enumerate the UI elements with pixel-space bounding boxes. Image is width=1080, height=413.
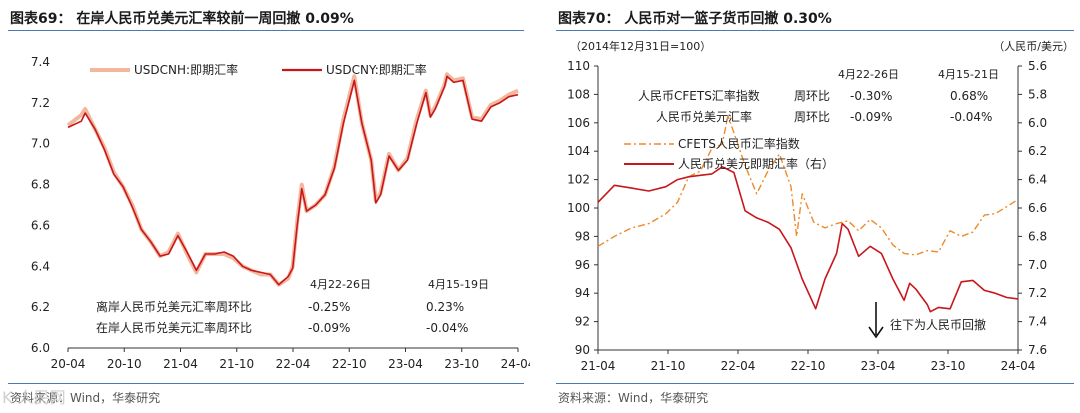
- x-tick-label: 21-10: [651, 359, 686, 373]
- y-tick-label: 6.6: [31, 218, 50, 232]
- y-left-tick-label: 100: [567, 201, 590, 215]
- table-cell-value: -0.04%: [426, 321, 468, 335]
- y-left-tick-label: 94: [575, 286, 590, 300]
- y-right-tick-label: 7.0: [1028, 258, 1047, 272]
- y-left-tick-label: 98: [575, 229, 590, 243]
- legend-label: 人民币兑美元即期汇率（右）: [678, 156, 834, 171]
- table-cell-value: -0.30%: [850, 89, 892, 103]
- table-col-header: 4月15-21日: [938, 68, 999, 81]
- x-tick-label: 21-04: [581, 359, 616, 373]
- source-note-right: 资料来源：Wind，华泰研究: [558, 391, 709, 405]
- left-axis-note: （2014年12月31日=100）: [570, 39, 711, 53]
- table-row-label: 人民币兑美元汇率: [656, 109, 752, 124]
- table-row-label: 在岸人民币兑美元汇率周环比: [96, 320, 252, 335]
- series-line-usdcnh: [66, 72, 519, 287]
- table-cell-value: -0.04%: [950, 110, 992, 124]
- table-col-header: 4月22-26日: [310, 278, 371, 291]
- series-line-usdcny: [67, 75, 519, 286]
- series-line-usdcny-right: [597, 166, 1019, 313]
- legend-label: USDCNH:即期汇率: [134, 62, 238, 77]
- annotation-text: 往下为人民币回撤: [890, 317, 986, 332]
- chart-title-left: 图表69： 在岸人民币兑美元汇率较前一周回撤 0.09%: [10, 11, 354, 27]
- y-right-tick-label: 6.4: [1028, 173, 1047, 187]
- table-cell-value: -0.25%: [308, 300, 350, 314]
- table-cell-value: -0.09%: [850, 110, 892, 124]
- y-left-tick-label: 96: [575, 258, 590, 272]
- table-row-sub: 周环比: [794, 110, 830, 124]
- y-tick-label: 6.4: [31, 259, 50, 273]
- x-tick-label: 22-04: [276, 357, 311, 371]
- table-cell-value: -0.09%: [308, 321, 350, 335]
- chart-panel-right: 图表70： 人民币对一篮子货币回撤 0.30% （2014年12月31日=100…: [548, 0, 1080, 413]
- y-left-tick-label: 110: [567, 59, 590, 73]
- x-tick-label: 23-10: [444, 357, 479, 371]
- series-line-cfets-index: [597, 114, 1019, 256]
- x-tick-label: 20-10: [107, 357, 142, 371]
- chart-title-right: 图表70： 人民币对一篮子货币回撤 0.30%: [558, 11, 832, 27]
- table-cell-value: 0.23%: [426, 300, 464, 314]
- title-divider-left: [8, 30, 524, 31]
- table-row-label: 人民币CFETS汇率指数: [638, 88, 760, 103]
- y-left-tick-label: 90: [575, 343, 590, 357]
- x-tick-label: 21-10: [219, 357, 254, 371]
- table-row-sub: 周环比: [794, 89, 830, 103]
- table-cell-value: 0.68%: [950, 89, 988, 103]
- y-right-tick-label: 7.4: [1028, 315, 1047, 329]
- y-left-tick-label: 106: [567, 116, 590, 130]
- source-divider-left: [8, 383, 524, 384]
- source-divider-right: [556, 383, 1074, 384]
- x-tick-label: 23-04: [388, 357, 423, 371]
- x-tick-label: 24-04: [501, 357, 530, 371]
- y-right-tick-label: 7.2: [1028, 286, 1047, 300]
- y-left-tick-label: 104: [567, 144, 590, 158]
- y-left-tick-label: 108: [567, 87, 590, 101]
- annotation-arrow-head: [868, 326, 884, 339]
- x-tick-label: 20-04: [51, 357, 86, 371]
- table-row-label: 离岸人民币兑美元汇率周环比: [96, 299, 252, 314]
- x-tick-label: 21-04: [163, 357, 198, 371]
- y-right-tick-label: 6.6: [1028, 201, 1047, 215]
- y-right-tick-label: 5.6: [1028, 59, 1047, 73]
- chart-right: （2014年12月31日=100） （人民币/美元） 21-04 21-10 22-04…: [567, 39, 1074, 373]
- x-tick-label: 22-10: [332, 357, 367, 371]
- y-right-tick-label: 5.8: [1028, 87, 1047, 101]
- title-divider-right: [556, 30, 1074, 31]
- y-right-tick-label: 6.0: [1028, 116, 1047, 130]
- x-tick-label: 23-04: [861, 359, 896, 373]
- y-tick-label: 6.0: [31, 341, 50, 355]
- x-tick-label: 22-10: [791, 359, 826, 373]
- y-left-tick-label: 92: [575, 315, 590, 329]
- chart-left: 20-04 20-10 21-04 21-10 22-04 22-10 23-04 23-10…: [31, 55, 530, 371]
- source-note-left: 资料来源：Wind，华泰研究: [10, 391, 161, 405]
- y-tick-label: 7.4: [31, 55, 50, 69]
- y-tick-label: 7.2: [31, 96, 50, 110]
- x-tick-label: 22-04: [721, 359, 756, 373]
- right-axis-note: （人民币/美元）: [993, 40, 1074, 53]
- y-right-tick-label: 7.6: [1028, 343, 1047, 357]
- y-tick-label: 6.8: [31, 178, 50, 192]
- y-right-tick-label: 6.8: [1028, 229, 1047, 243]
- y-right-tick-label: 6.2: [1028, 144, 1047, 158]
- legend-label: USDCNY:即期汇率: [326, 62, 427, 77]
- y-tick-label: 6.2: [31, 300, 50, 314]
- legend-label: CFETS人民币汇率指数: [678, 136, 800, 151]
- y-tick-label: 7.0: [31, 137, 50, 151]
- table-col-header: 4月22-26日: [838, 68, 899, 81]
- watermark-text: K 人民网: [2, 388, 66, 407]
- chart-panel-left: 图表69： 在岸人民币兑美元汇率较前一周回撤 0.09% 20-04 20-10 2…: [0, 0, 530, 413]
- x-tick-label: 23-10: [931, 359, 966, 373]
- table-col-header: 4月15-19日: [428, 278, 489, 291]
- y-left-tick-label: 102: [567, 173, 590, 187]
- x-tick-label: 24-04: [1001, 359, 1036, 373]
